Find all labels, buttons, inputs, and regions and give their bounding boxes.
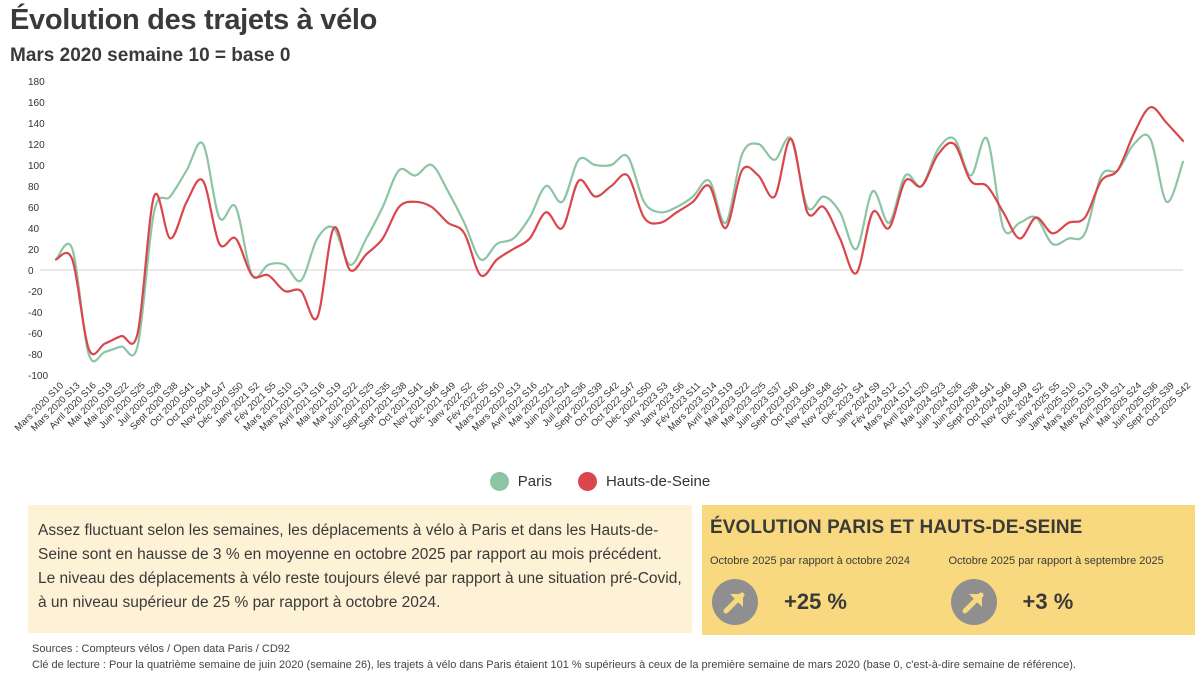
evolution-monthly-label: Octobre 2025 par rapport à septembre 202… (948, 555, 1164, 567)
y-tick-label: 0 (28, 266, 34, 277)
series-line-hauts-de-seine (54, 106, 1185, 356)
y-tick-label: 140 (28, 119, 45, 130)
commentary-text: Assez fluctuant selon les semaines, les … (38, 522, 682, 611)
legend-item-paris[interactable]: Paris (489, 472, 552, 491)
legend-label-hauts-de-seine: Hauts-de-Seine (605, 473, 711, 490)
y-tick-label: -60 (28, 329, 43, 340)
arrow-up-right-icon (712, 579, 758, 625)
evolution-box: ÉVOLUTION PARIS ET HAUTS-DE-SEINE Octobr… (702, 505, 1195, 635)
evolution-monthly-value: +3 % (1022, 589, 1074, 614)
legend-dot-paris (489, 472, 509, 491)
evolution-yearly-label: Octobre 2025 par rapport à octobre 2024 (710, 555, 910, 567)
y-tick-label: -80 (28, 350, 43, 361)
evolution-yearly: Octobre 2025 par rapport à octobre 2024 … (710, 555, 949, 625)
y-tick-label: -40 (28, 308, 43, 319)
chart-legend: Paris Hauts-de-Seine (0, 472, 1200, 491)
legend-item-hauts-de-seine[interactable]: Hauts-de-Seine (577, 472, 711, 491)
page-subtitle: Mars 2020 semaine 10 = base 0 (10, 45, 291, 66)
commentary-box: Assez fluctuant selon les semaines, les … (28, 505, 692, 633)
page-title: Évolution des trajets à vélo (10, 4, 378, 36)
y-tick-label: 120 (28, 140, 45, 151)
arrow-up-right-icon (950, 579, 997, 625)
legend-dot-hauts-de-seine (577, 472, 597, 491)
y-tick-label: -100 (28, 371, 48, 382)
reading-key-note: Clé de lecture : Pour la quatrième semai… (32, 659, 1076, 671)
y-tick-label: 20 (28, 245, 40, 256)
series-line-paris (54, 133, 1185, 363)
sources-note: Sources : Compteurs vélos / Open data Pa… (32, 643, 291, 655)
y-tick-label: 40 (28, 224, 40, 235)
y-tick-label: 100 (28, 161, 45, 172)
y-tick-label: 160 (28, 98, 45, 109)
evolution-yearly-value: +25 % (784, 589, 847, 614)
y-tick-label: 60 (28, 203, 40, 214)
y-tick-label: 180 (28, 77, 45, 88)
y-tick-label: -20 (28, 287, 43, 298)
legend-label-paris: Paris (517, 473, 552, 490)
evolution-title: ÉVOLUTION PARIS ET HAUTS-DE-SEINE (710, 517, 1083, 538)
line-chart: 180 160 140 120 100 80 60 40 20 0 -20 -40 -60 -80 -100… (13, 77, 1193, 434)
y-tick-label: 80 (28, 182, 40, 193)
evolution-monthly: Octobre 2025 par rapport à septembre 202… (949, 555, 1188, 625)
